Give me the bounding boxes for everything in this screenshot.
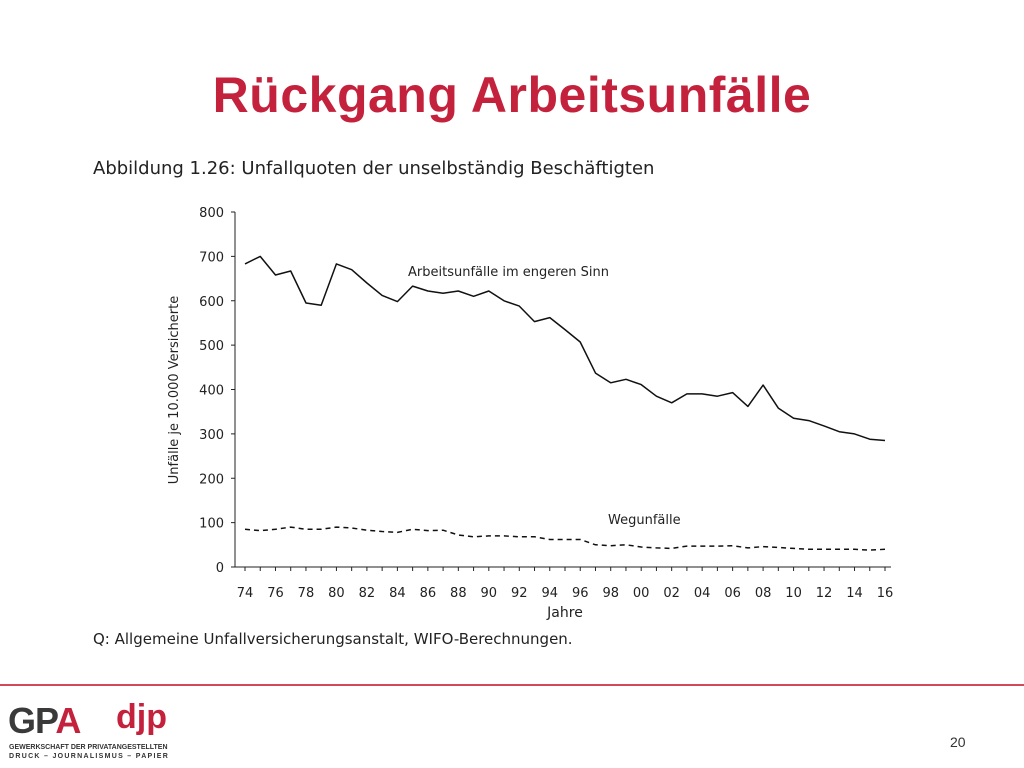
y-tick-label: 0	[216, 561, 224, 576]
x-tick-label: 74	[237, 586, 254, 601]
x-tick-label: 98	[602, 586, 619, 601]
x-tick-label: 16	[877, 586, 894, 601]
x-tick-label: 86	[420, 586, 437, 601]
source-note: Q: Allgemeine Unfallversicherungsanstalt…	[93, 630, 573, 648]
chart-series	[244, 255, 886, 551]
figure-caption: Abbildung 1.26: Unfallquoten der unselbs…	[93, 158, 655, 179]
x-tick-label: 88	[450, 586, 467, 601]
footer-divider	[0, 684, 1024, 686]
x-tick-label: 14	[846, 586, 863, 601]
x-tick-label: 82	[359, 586, 376, 601]
x-tick-label: 78	[298, 586, 315, 601]
x-tick-label: 12	[816, 586, 833, 601]
logo-line-1: GEWERKSCHAFT DER PRIVATANGESTELLTEN	[9, 744, 168, 751]
x-tick-label: 84	[389, 586, 406, 601]
x-tick-label: 08	[755, 586, 772, 601]
y-tick-label: 400	[199, 384, 224, 399]
x-tick-label: 00	[633, 586, 650, 601]
y-tick-label: 700	[199, 250, 224, 265]
logo-djp: djp	[116, 698, 167, 736]
series-label-arbeitsunfaelle: Arbeitsunfälle im engeren Sinn	[408, 265, 609, 280]
page-number: 20	[950, 734, 966, 750]
logo-line-2: DRUCK – JOURNALISMUS – PAPIER	[9, 753, 170, 760]
gpa-djp-logo: GPA djp GEWERKSCHAFT DER PRIVATANGESTELL…	[8, 698, 178, 760]
y-tick-label: 600	[199, 295, 224, 310]
x-tick-label: 04	[694, 586, 711, 601]
x-tick-label: 80	[328, 586, 345, 601]
x-axis-label: Jahre	[546, 605, 583, 621]
x-tick-label: 94	[541, 586, 558, 601]
x-tick-label: 92	[511, 586, 528, 601]
x-tick-label: 76	[267, 586, 284, 601]
slide-title: Rückgang Arbeitsunfälle	[212, 67, 812, 123]
logo-gpa: GPA	[8, 700, 81, 741]
x-tick-label: 90	[481, 586, 498, 601]
y-tick-label: 500	[199, 339, 224, 354]
y-axis-label: Unfälle je 10.000 Versicherte	[167, 296, 182, 484]
x-tick-label: 02	[663, 586, 680, 601]
y-tick-label: 100	[199, 517, 224, 532]
x-tick-label: 06	[724, 586, 741, 601]
x-tick-label: 10	[785, 586, 802, 601]
y-tick-label: 200	[199, 472, 224, 487]
series-label-wegunfaelle: Wegunfälle	[608, 513, 681, 528]
y-tick-label: 300	[199, 428, 224, 443]
series-line-wegunfaelle	[244, 526, 886, 551]
series-line-arbeitsunfaelle	[244, 255, 886, 442]
y-tick-label: 800	[199, 206, 224, 221]
x-tick-label: 96	[572, 586, 589, 601]
